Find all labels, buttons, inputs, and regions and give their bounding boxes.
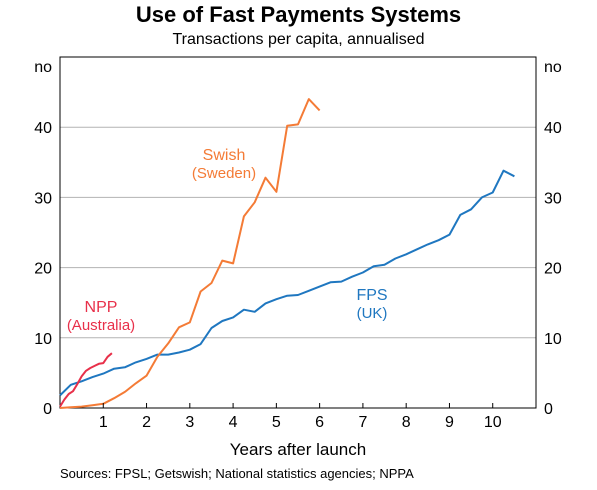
x-tick-label: 2	[142, 414, 151, 431]
chart-subtitle: Transactions per capita, annualised	[172, 31, 425, 48]
y-tick-label-left: 20	[34, 261, 52, 278]
series-labels: FPS(UK) Swish(Sweden) NPP(Australia)	[67, 147, 388, 334]
y-tick-label-right: 10	[544, 331, 562, 348]
series-line-swish	[59, 98, 321, 409]
x-tick-label: 8	[402, 414, 411, 431]
y-axis-unit-right: no	[544, 59, 562, 76]
y-tick-label-left: 0	[43, 401, 52, 418]
x-tick-label: 1	[99, 414, 108, 431]
series-label-fps: FPS	[356, 287, 387, 304]
x-tick-label: 10	[484, 414, 502, 431]
series-group	[59, 98, 515, 409]
tick-group: 0 0 10 10 20 20 30 30 40 40 1 2 3 4 5 6 7 8 9 10	[34, 120, 562, 431]
y-tick-label-left: 30	[34, 190, 52, 207]
series-sublabel-fps: (UK)	[357, 305, 388, 322]
x-tick-label: 5	[272, 414, 281, 431]
x-axis-label: Years after launch	[230, 440, 366, 459]
y-tick-label-right: 30	[544, 190, 562, 207]
plot-frame	[59, 56, 537, 409]
series-label-npp: NPP	[85, 299, 118, 316]
series-line-fps	[59, 169, 515, 397]
y-tick-label-right: 40	[544, 120, 562, 137]
x-tick-label: 7	[358, 414, 367, 431]
y-tick-label-left: 40	[34, 120, 52, 137]
y-tick-label-right: 20	[544, 261, 562, 278]
x-tick-label: 6	[315, 414, 324, 431]
y-tick-label-left: 10	[34, 331, 52, 348]
y-axis-unit-left: no	[34, 59, 52, 76]
series-label-swish: Swish	[203, 147, 246, 164]
series-sublabel-swish: (Sweden)	[192, 165, 256, 182]
gridlines	[60, 126, 536, 339]
series-line-npp	[59, 352, 113, 408]
chart-source-note: Sources: FPSL; Getswish; National statis…	[60, 466, 414, 481]
x-tick-label: 9	[445, 414, 454, 431]
series-sublabel-npp: (Australia)	[67, 317, 135, 334]
chart-title: Use of Fast Payments Systems	[135, 2, 462, 27]
x-tick-label: 4	[229, 414, 238, 431]
x-tick-label: 3	[185, 414, 194, 431]
y-tick-label-right: 0	[544, 401, 553, 418]
